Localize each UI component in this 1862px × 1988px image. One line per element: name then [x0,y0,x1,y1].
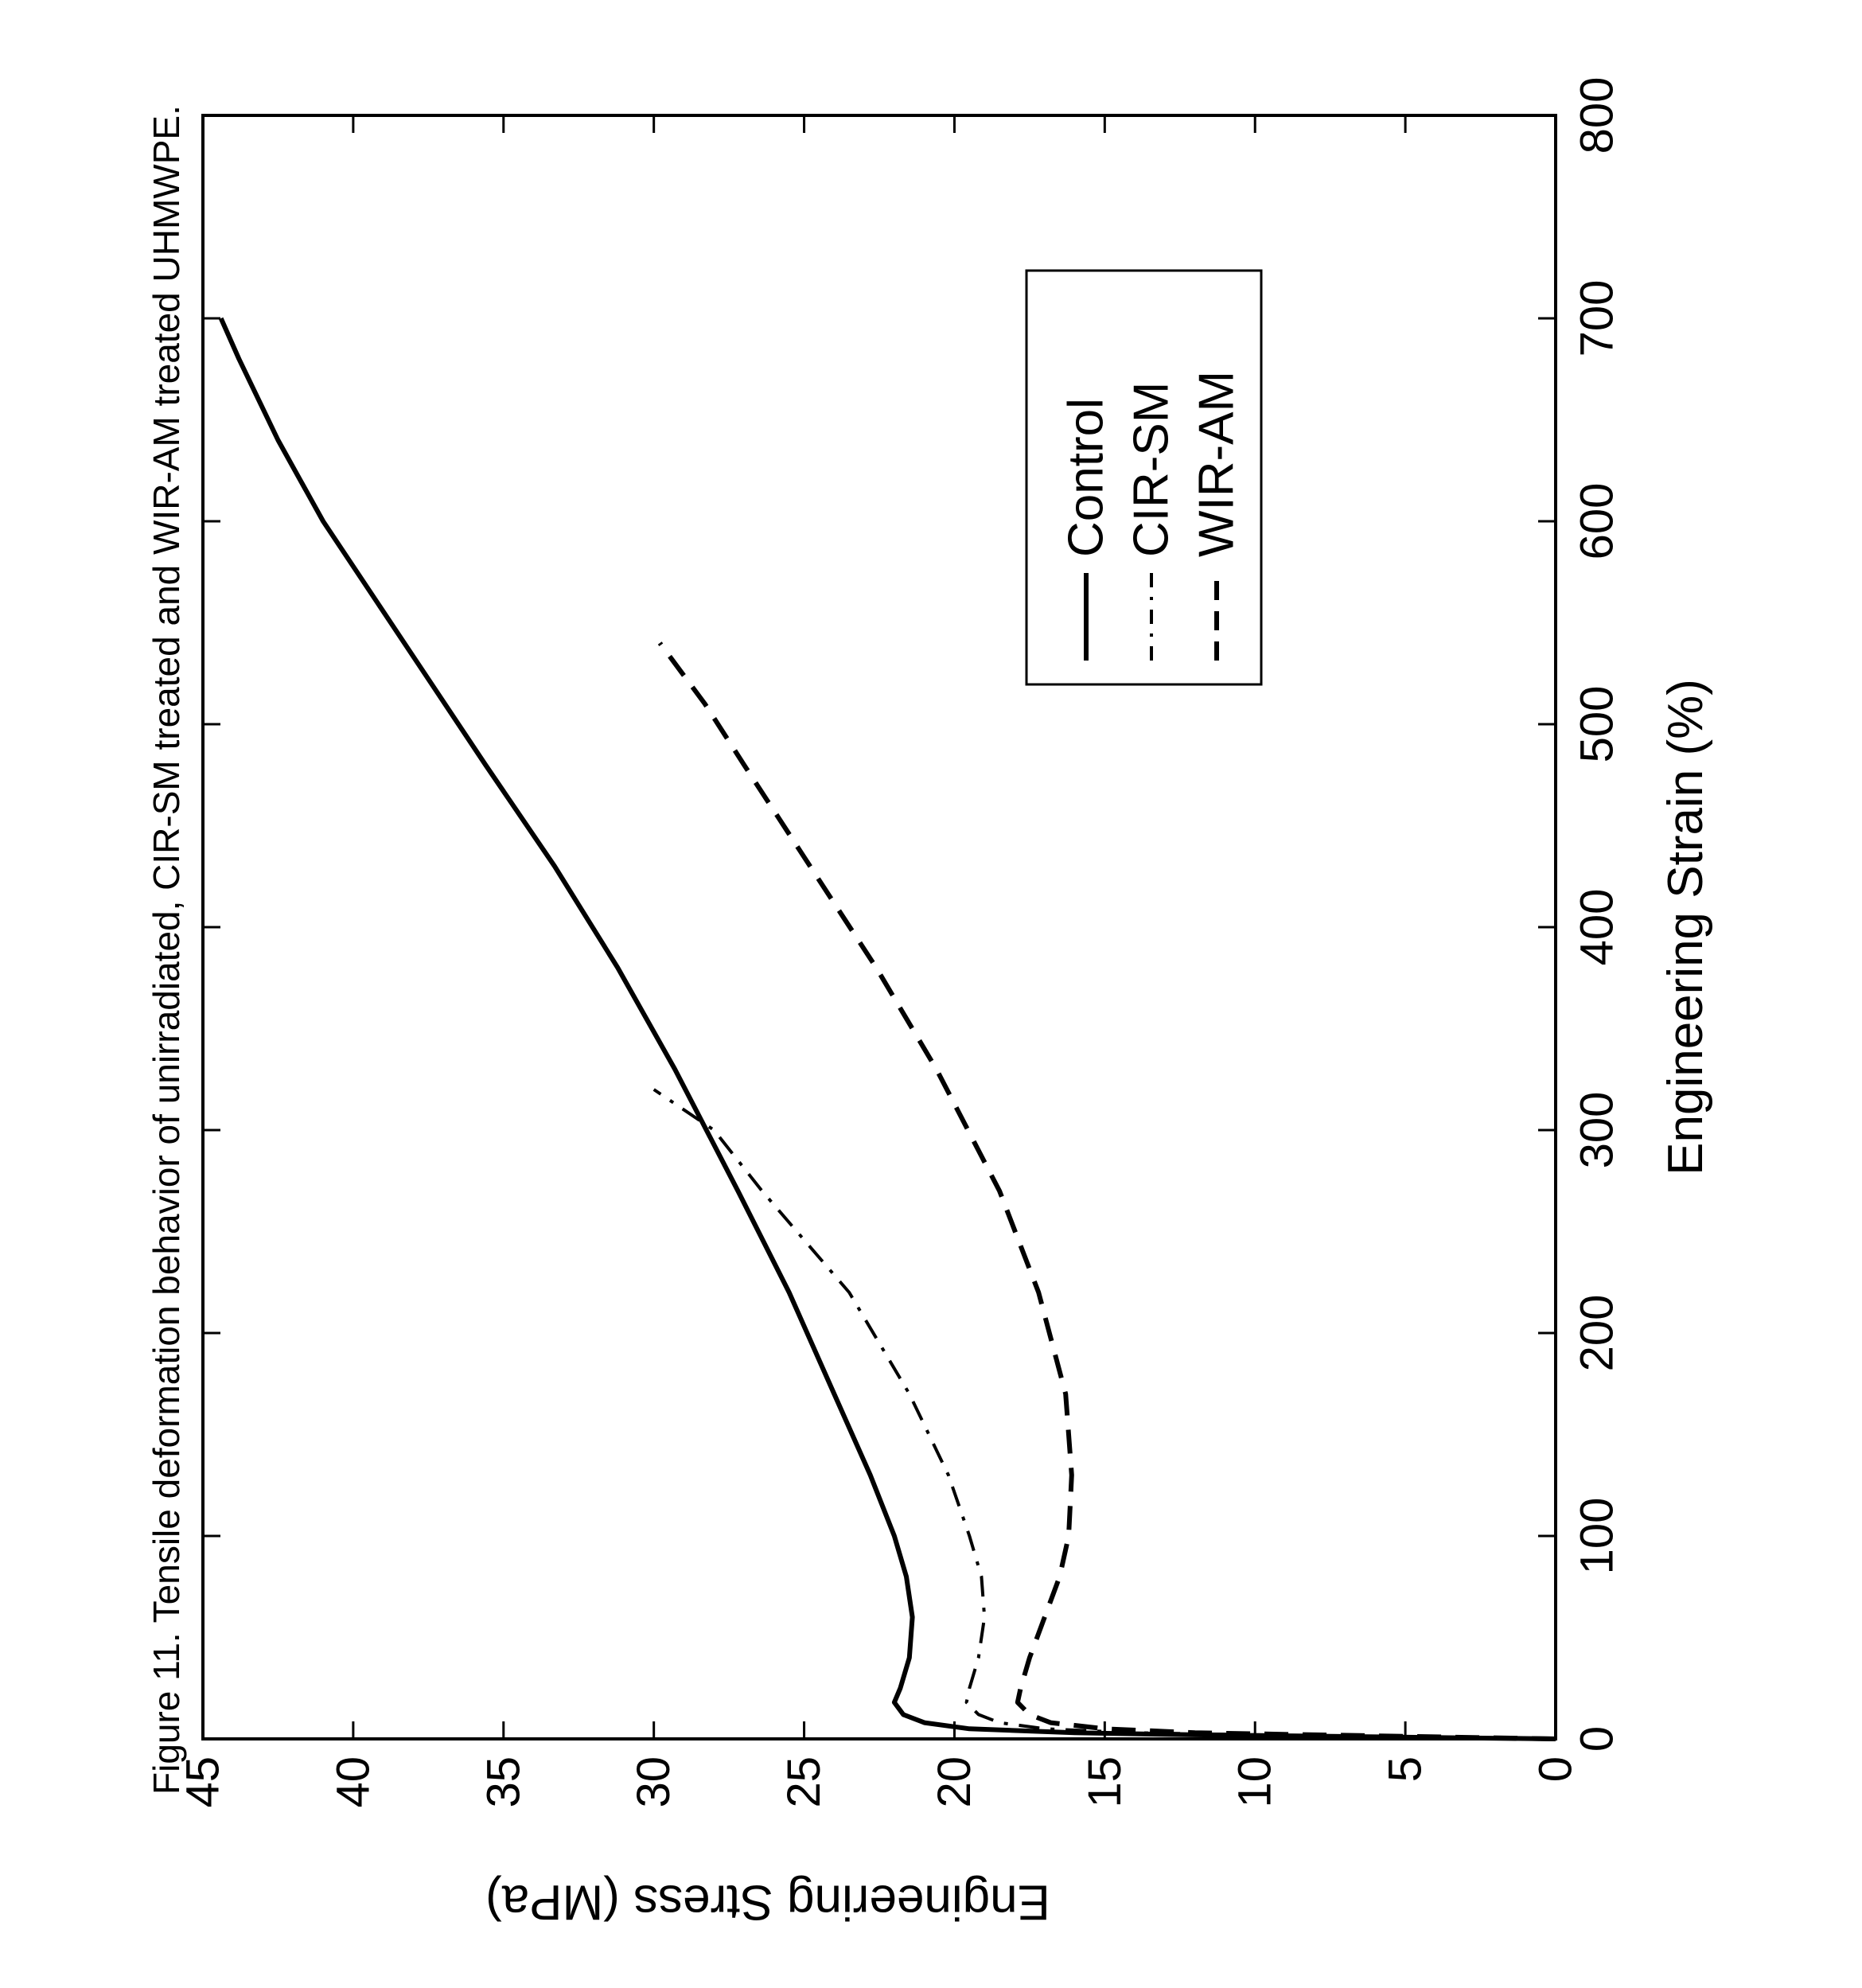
figure-caption: Figure 11. Tensile deformation behavior … [146,105,187,1795]
x-tick-label: 400 [1572,889,1623,966]
y-axis-title: Engineering Stress (MPa) [485,1875,1050,1930]
series-line-control [218,317,1556,1741]
legend-label-cir-sm: CIR-SM [1124,382,1179,557]
x-tick-label: 700 [1572,280,1623,357]
y-tick-label: 15 [1079,1756,1131,1808]
x-tick-label: 200 [1572,1295,1623,1372]
x-tick-label: 600 [1572,483,1623,560]
y-tick-label: 25 [778,1756,830,1808]
series-line-cir-sm [652,1088,1556,1740]
legend-label-control: Control [1059,398,1114,557]
y-tick-label: 10 [1229,1756,1281,1808]
y-tick-label: 40 [327,1756,379,1808]
y-tick-label: 30 [628,1756,680,1808]
x-axis-title: Engineering Strain (%) [1658,679,1713,1175]
y-tick-label: 45 [177,1756,229,1808]
series-line-wir-am [657,641,1556,1741]
y-tick-label: 0 [1530,1756,1582,1782]
y-tick-label: 20 [929,1756,980,1808]
x-tick-label: 500 [1572,686,1623,763]
y-tick-label: 5 [1380,1756,1432,1782]
x-tick-label: 0 [1572,1726,1623,1752]
x-tick-label: 100 [1572,1498,1623,1575]
legend-box [1025,269,1263,686]
plot-area: 0 100 200 300 400 500 600 700 800 0 5 10 15 20 25 30 35 4… [146,77,1713,1930]
legend-label-wir-am: WIR-AM [1190,371,1245,557]
x-tick-label: 800 [1572,77,1623,154]
x-tick-label: 300 [1572,1092,1623,1169]
y-tick-label: 35 [477,1756,529,1808]
